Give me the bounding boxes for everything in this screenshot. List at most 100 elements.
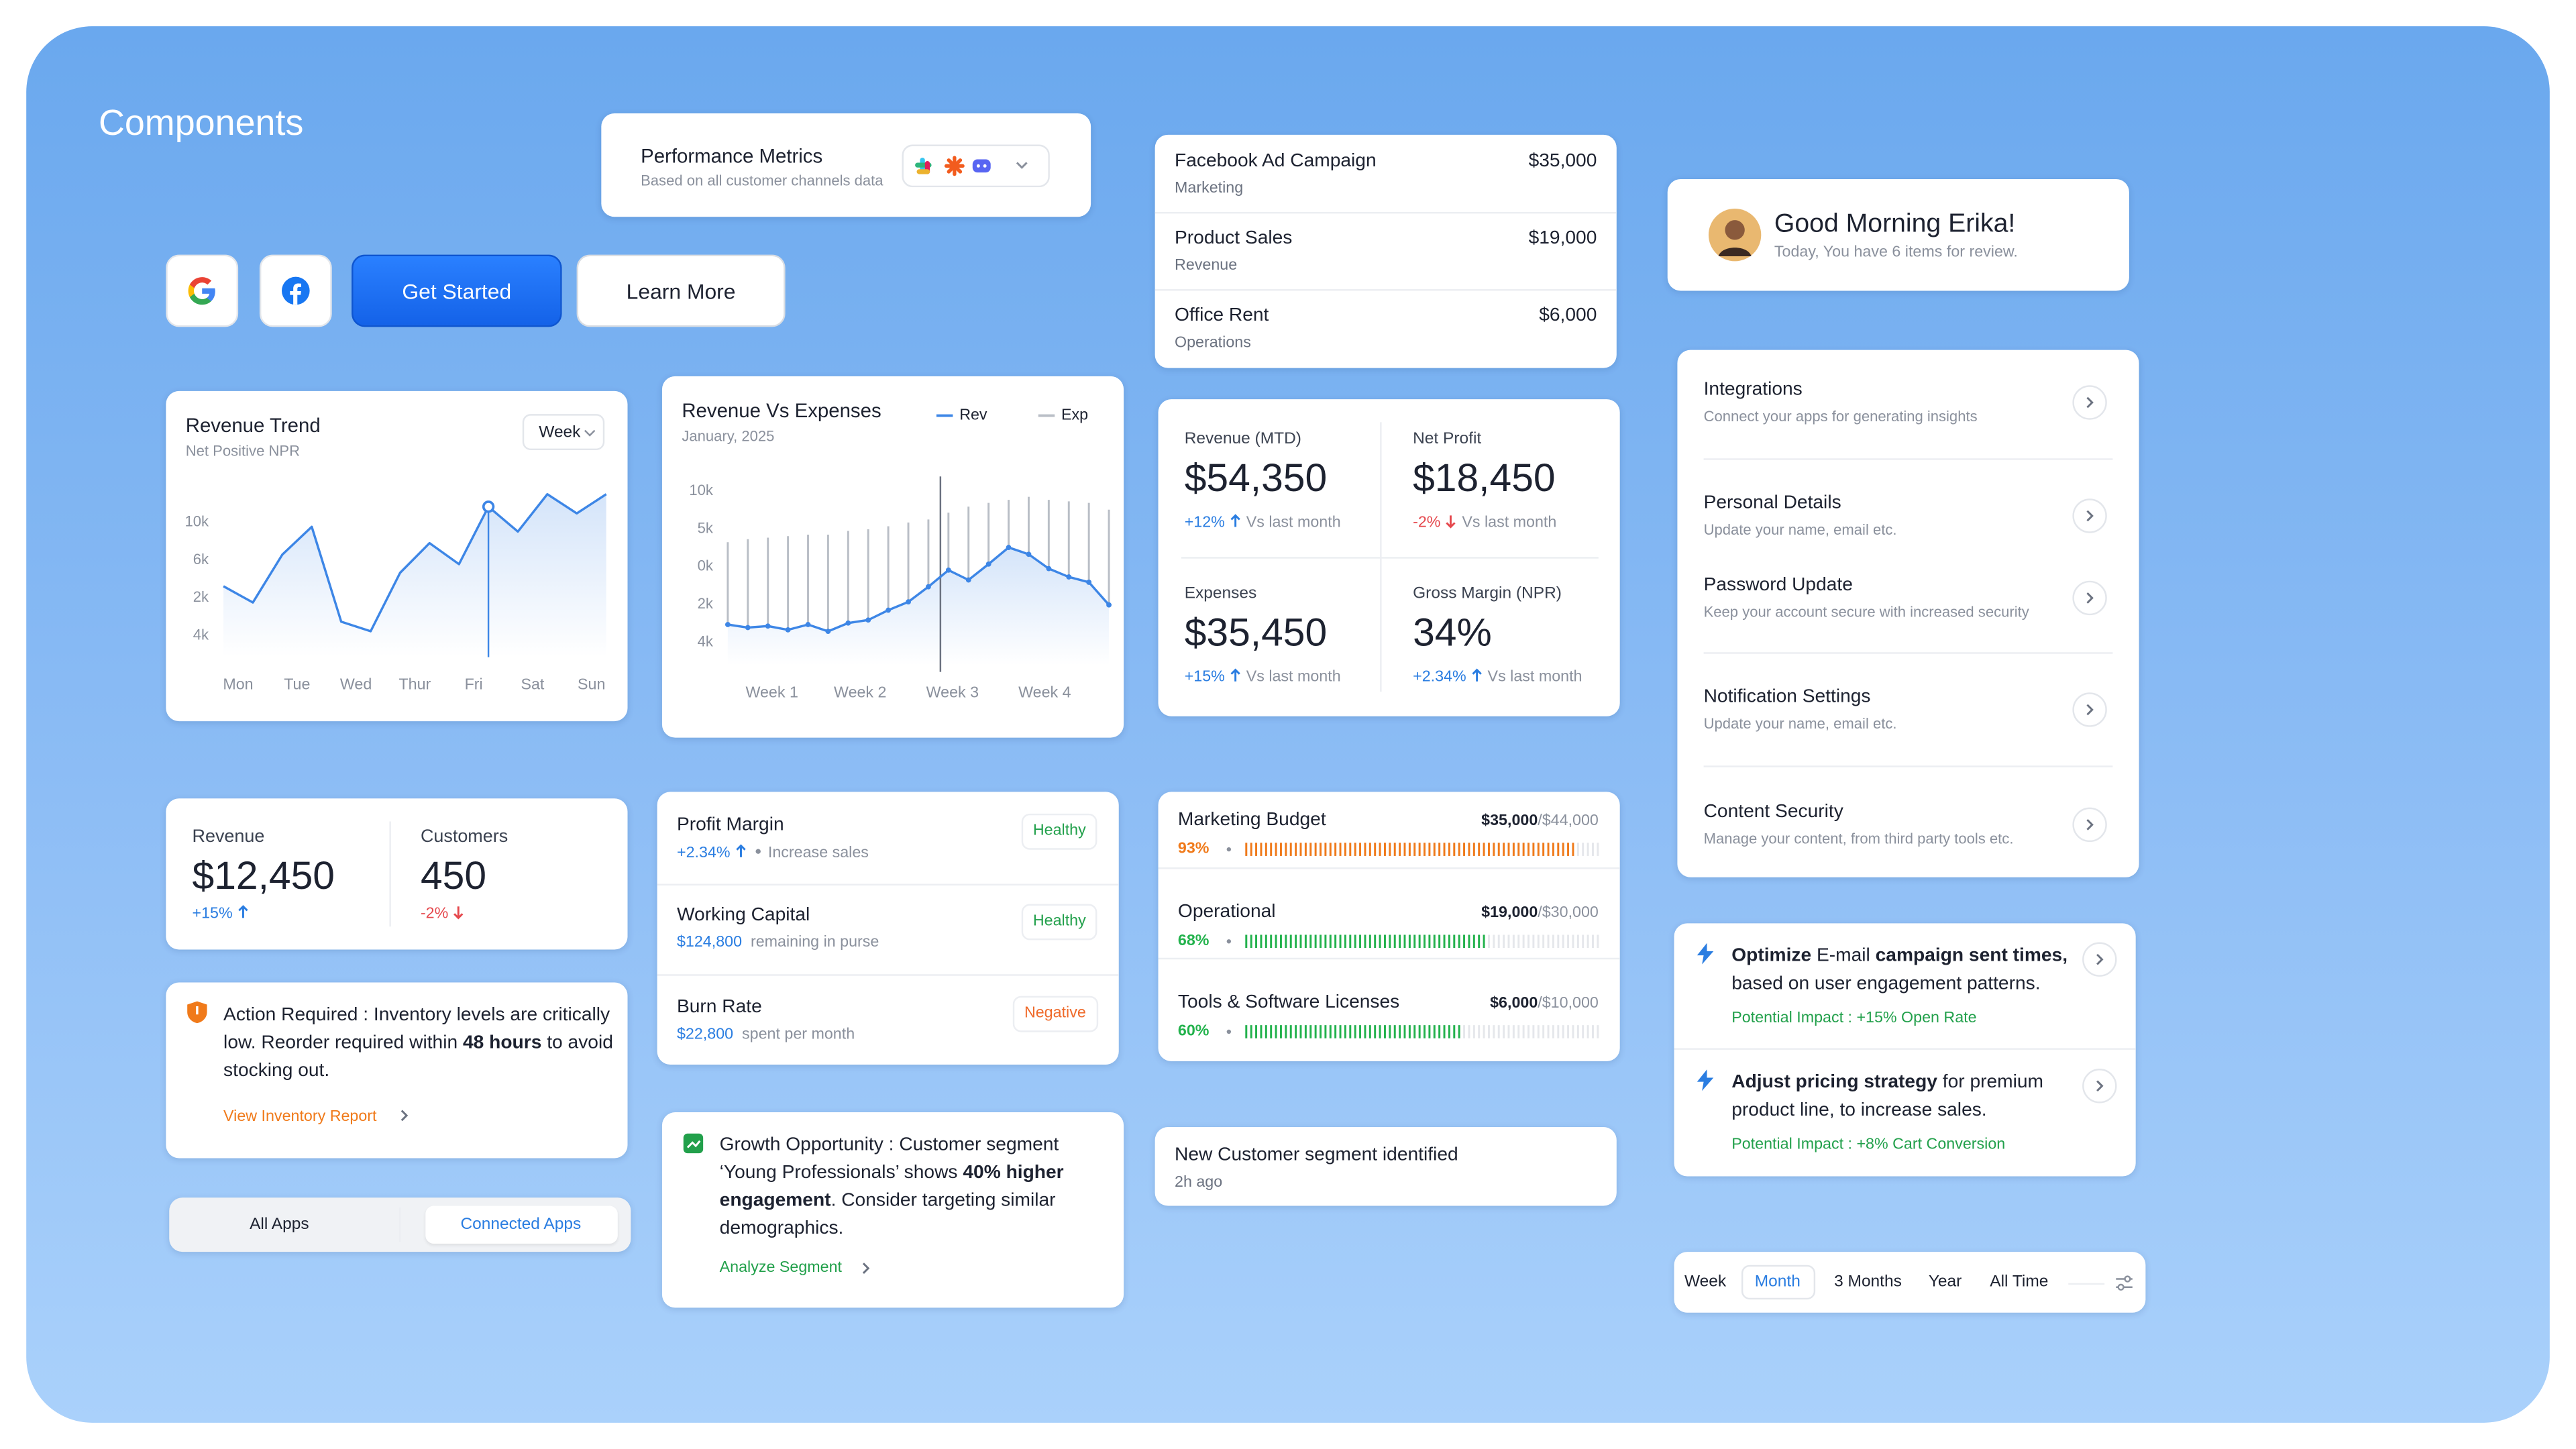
arrow-path xyxy=(1446,515,1456,529)
track-tick xyxy=(1503,934,1505,949)
chevron-button[interactable] xyxy=(2072,580,2108,616)
status-detail: $124,800 remaining in purse xyxy=(677,934,879,951)
setting-title[interactable]: Personal Details xyxy=(1703,493,1841,513)
track-tick xyxy=(1512,934,1515,949)
budget-percent: 93% xyxy=(1177,840,1210,858)
progress-tick xyxy=(1433,934,1436,949)
track-tick xyxy=(1567,1025,1570,1038)
tabs-card: All Apps Connected Apps xyxy=(169,1197,631,1252)
google-button[interactable] xyxy=(166,254,239,327)
tab[interactable]: All Apps xyxy=(250,1216,309,1234)
google-icon xyxy=(188,277,215,305)
period-option[interactable]: Month xyxy=(1754,1273,1801,1291)
kpi-change: +15% Vs last month xyxy=(1185,668,1341,686)
progress-tick xyxy=(1339,934,1342,949)
chevron-button[interactable] xyxy=(386,1097,423,1134)
budget-total: /$30,000 xyxy=(1538,904,1599,922)
setting-title[interactable]: Notification Settings xyxy=(1703,687,1871,707)
alert-link[interactable]: View Inventory Report xyxy=(223,1108,377,1126)
dropdown[interactable]: Week xyxy=(522,414,605,451)
setting-title[interactable]: Content Security xyxy=(1703,802,1843,822)
divider xyxy=(1703,652,2113,654)
track-tick xyxy=(1567,934,1570,949)
progress-tick xyxy=(1527,843,1529,856)
period-option[interactable]: 3 Months xyxy=(1834,1273,1902,1291)
setting-title[interactable]: Integrations xyxy=(1703,380,1803,400)
chevron-button[interactable] xyxy=(2072,384,2108,421)
trend-arrow xyxy=(1446,515,1456,529)
primary-button[interactable]: Get Started xyxy=(352,254,562,327)
kpi-value: $54,350 xyxy=(1184,456,1328,501)
track-tick xyxy=(1532,934,1535,949)
progress-tick xyxy=(1472,843,1475,856)
progress-tick xyxy=(1314,843,1317,856)
line xyxy=(727,546,1110,633)
chevron-button[interactable] xyxy=(2072,806,2108,843)
arrow-path xyxy=(1471,668,1481,682)
tab[interactable]: Connected Apps xyxy=(460,1216,582,1234)
divider xyxy=(657,974,1119,976)
progress-tick xyxy=(1349,1025,1352,1038)
chevron-button[interactable] xyxy=(848,1250,884,1287)
progress-tick xyxy=(1572,843,1574,856)
text-run: based on user engagement patterns. xyxy=(1731,974,2041,994)
progress-tick xyxy=(1428,1025,1431,1038)
chevron-circle xyxy=(2082,942,2117,977)
kpi-label: Revenue (MTD) xyxy=(1184,430,1301,449)
progress-tick xyxy=(1448,843,1450,856)
period-option[interactable]: All Time xyxy=(1990,1273,2049,1291)
divider xyxy=(1181,557,1599,559)
progress-tick xyxy=(1344,1025,1346,1038)
period-option[interactable]: Week xyxy=(1684,1273,1727,1291)
setting-title[interactable]: Password Update xyxy=(1703,575,1853,596)
text-run: Growth Opportunity : Customer segment ‘Y… xyxy=(719,1135,1059,1183)
growth-link[interactable]: Analyze Segment xyxy=(719,1258,843,1277)
progress-tick xyxy=(1334,1025,1337,1038)
transaction-category: Marketing xyxy=(1175,179,1244,198)
track-tick xyxy=(1597,843,1599,856)
kpi-value: $35,450 xyxy=(1184,611,1328,656)
divider xyxy=(399,1208,401,1242)
dot xyxy=(1226,1029,1232,1034)
progress-tick xyxy=(1374,1025,1377,1038)
progress-tick xyxy=(1393,843,1396,856)
transaction-category: Revenue xyxy=(1175,256,1238,275)
growth-card: Growth Opportunity : Customer segment ‘Y… xyxy=(661,1112,1124,1308)
insight-impact: Potential Impact : +8% Cart Conversion xyxy=(1731,1135,2006,1154)
chevron-button[interactable] xyxy=(2082,941,2118,977)
secondary-button[interactable]: Learn More xyxy=(576,254,786,327)
track-tick xyxy=(1493,934,1495,949)
status-badge: Negative xyxy=(1012,996,1097,1032)
filter-icon[interactable] xyxy=(2114,1273,2134,1293)
facebook-button[interactable] xyxy=(259,254,332,327)
insight-text: Adjust pricing strategy for premium prod… xyxy=(1731,1069,2076,1125)
track-tick xyxy=(1497,934,1500,949)
progress-tick xyxy=(1517,843,1520,856)
track-tick xyxy=(1468,1025,1470,1038)
progress-tick xyxy=(1270,1025,1273,1038)
progress-tick xyxy=(1285,934,1287,949)
trend-arrow xyxy=(1230,668,1240,682)
progress-tick xyxy=(1487,843,1490,856)
y-tick-label: 10k xyxy=(184,513,209,530)
progress-tick xyxy=(1295,934,1297,949)
text-run: for premium product line, to increase sa… xyxy=(1731,1073,2044,1121)
progress-tick xyxy=(1309,843,1312,856)
period-option[interactable]: Year xyxy=(1928,1273,1962,1291)
setting-subtitle: Manage your content, from third party to… xyxy=(1703,830,2014,847)
progress-tick xyxy=(1339,843,1342,856)
channel-picker[interactable] xyxy=(902,144,1050,188)
chart-subtitle: January, 2025 xyxy=(682,427,775,445)
point xyxy=(1106,602,1112,608)
arrow-path xyxy=(1230,668,1240,682)
change-value: +15% xyxy=(192,904,233,923)
progress-tick xyxy=(1359,1025,1362,1038)
progress-tick xyxy=(1359,843,1362,856)
summary-change: -2% xyxy=(421,905,470,922)
chevron xyxy=(2086,592,2094,604)
chevron-button[interactable] xyxy=(2072,692,2108,728)
track-tick xyxy=(1587,1025,1589,1038)
point xyxy=(1086,580,1092,585)
chevron-button[interactable] xyxy=(2082,1068,2118,1104)
chevron-button[interactable] xyxy=(2072,498,2108,534)
